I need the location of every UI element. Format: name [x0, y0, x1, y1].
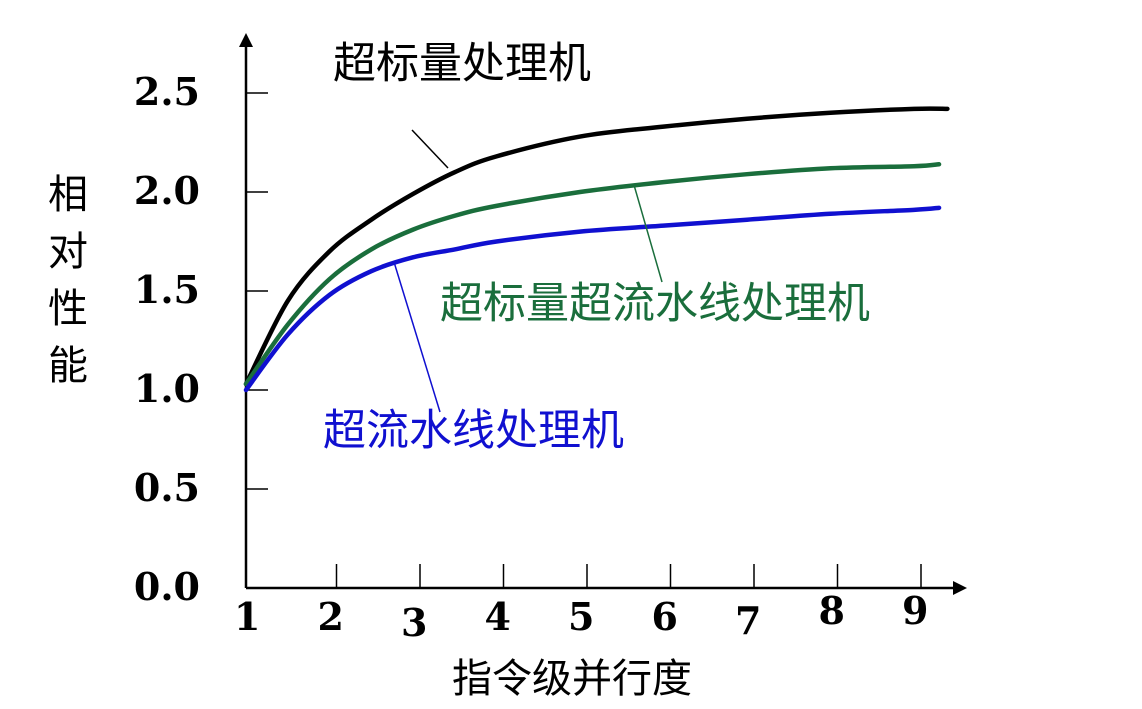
- x-tick-label: 2: [318, 594, 344, 639]
- y-tick-label: 2.5: [134, 69, 200, 114]
- series-line-superscalar: [243, 106, 950, 387]
- leader-line-superscalar-superpipeline: [633, 184, 663, 283]
- series-line-superpipeline: [243, 205, 942, 393]
- y-ticks: 0.0 0.5 1.0 1.5 2.0 2.5: [134, 69, 268, 609]
- series-line-superscalar-superpipeline: [243, 162, 942, 387]
- series-label-superpipeline: 超流水线处理机: [323, 406, 624, 456]
- leader-lines: [393, 129, 663, 413]
- leader-line-superpipeline: [393, 261, 441, 413]
- y-tick-label: 2.0: [134, 168, 200, 213]
- x-tick-label: 3: [401, 600, 427, 645]
- y-tick-label: 1.0: [134, 366, 200, 411]
- x-ticks: 1 2 3 4 5 6 7 8 9: [234, 564, 928, 645]
- y-tick-label: 0.0: [134, 564, 200, 609]
- x-tick-label: 8: [819, 588, 845, 633]
- y-axis-label: 相对性能: [48, 172, 88, 389]
- y-tick-label: 1.5: [134, 267, 200, 312]
- series-lines: [243, 106, 950, 393]
- leader-line-superscalar: [411, 129, 449, 169]
- x-tick-label: 7: [735, 598, 761, 643]
- y-tick-label: 0.5: [134, 465, 200, 510]
- x-tick-label: 5: [568, 594, 594, 639]
- x-tick-label: 6: [652, 594, 678, 639]
- x-tick-label: 9: [902, 588, 928, 633]
- x-tick-label: 4: [485, 594, 511, 639]
- series-label-superscalar: 超标量处理机: [333, 39, 591, 89]
- x-axis-label: 指令级并行度: [452, 656, 692, 702]
- x-tick-label: 1: [234, 594, 260, 639]
- series-label-superscalar-superpipeline: 超标量超流水线处理机: [440, 279, 870, 329]
